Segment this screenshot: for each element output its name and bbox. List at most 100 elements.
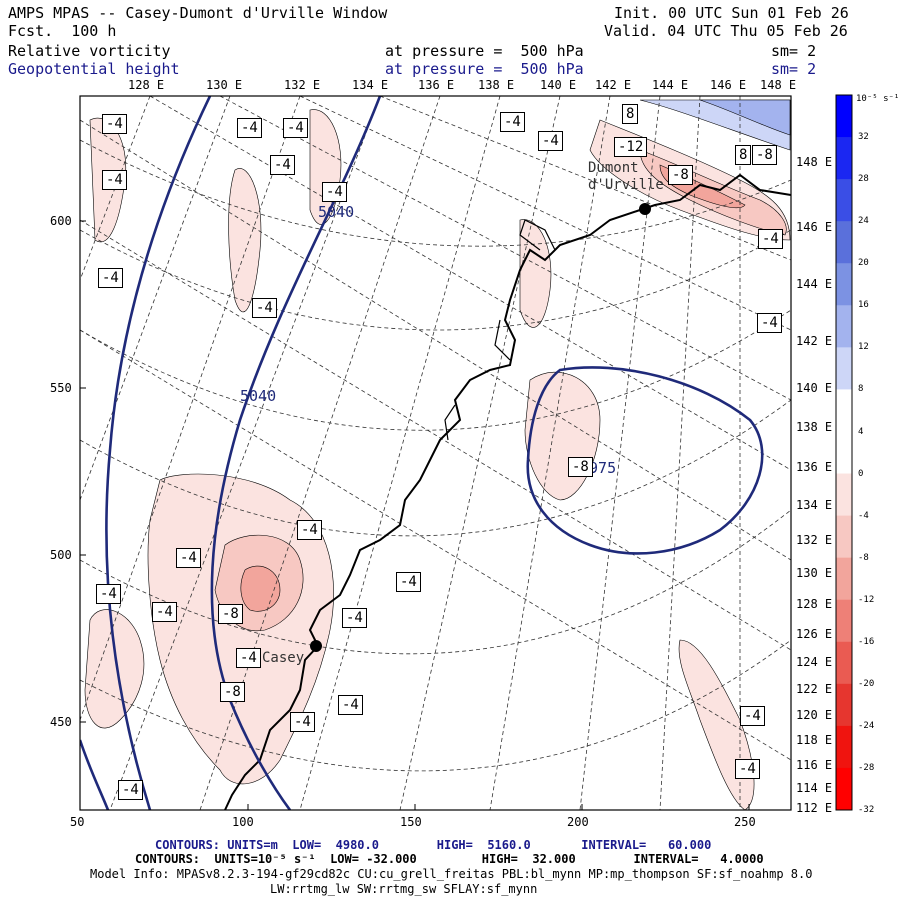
vorticity-contour-label: -8 xyxy=(220,682,245,702)
forecast-hour: Fcst. 100 h xyxy=(8,22,117,40)
top-longitude-label: 146 E xyxy=(710,78,747,92)
footer-height-contours: CONTOURS: UNITS=m LOW= 4980.0 HIGH= 5160… xyxy=(155,838,712,852)
casey-marker xyxy=(310,640,322,652)
colorbar-segment xyxy=(836,683,852,727)
colorbar-frame xyxy=(835,94,853,811)
x-tick-label: 150 xyxy=(400,815,422,829)
field1-level: at pressure = 500 hPa xyxy=(385,42,584,60)
init-time: Init. 00 UTC Sun 01 Feb 26 xyxy=(614,4,849,22)
colorbar-label: 0 xyxy=(858,468,864,479)
colorbar-segment xyxy=(836,767,852,811)
x-tick-label: 200 xyxy=(567,815,589,829)
colorbar-label: 12 xyxy=(858,342,869,353)
colorbar-label: -8 xyxy=(858,552,869,563)
y-tick-label: 500 xyxy=(50,548,72,562)
vorticity-contour-label: -4 xyxy=(396,572,421,592)
map-title: AMPS MPAS -- Casey-Dumont d'Urville Wind… xyxy=(8,4,388,22)
colorbar-segment xyxy=(836,431,852,475)
top-longitude-label: 140 E xyxy=(540,78,577,92)
top-longitude-label: 130 E xyxy=(206,78,243,92)
colorbar-segment xyxy=(836,221,852,264)
right-longitude-label: 116 E xyxy=(796,758,833,772)
colorbar-segment xyxy=(836,515,852,559)
vorticity-contour-label: -4 xyxy=(758,229,783,249)
right-longitude-label: 136 E xyxy=(796,460,833,474)
top-longitude-label: 136 E xyxy=(418,78,455,92)
colorbar-segment xyxy=(836,599,852,643)
colorbar-segment xyxy=(836,95,852,138)
x-tick-marks xyxy=(79,804,750,810)
casey-label: Casey xyxy=(262,650,305,666)
colorbar-segment xyxy=(836,725,852,769)
footer-physics-info: LW:rrtmg_lw SW:rrtmg_sw SFLAY:sf_mynn xyxy=(270,882,538,896)
colorbar-label: 16 xyxy=(858,300,869,311)
vorticity-contour-label: -4 xyxy=(322,182,347,202)
colorbar-segment xyxy=(836,557,852,601)
vorticity-contour-label: -4 xyxy=(176,548,201,568)
colorbar-segment xyxy=(836,305,852,348)
positive-vorticity-shading xyxy=(639,99,791,151)
right-longitude-label: 130 E xyxy=(796,566,833,580)
vorticity-contour-label: -8 xyxy=(568,457,593,477)
vorticity-contour-label: -4 xyxy=(102,170,127,190)
vorticity-contour-label: -4 xyxy=(538,131,563,151)
vorticity-contour-label: -4 xyxy=(342,608,367,628)
top-longitude-label: 138 E xyxy=(478,78,515,92)
colorbar xyxy=(835,94,853,811)
vorticity-contour-label: -4 xyxy=(283,118,308,138)
vorticity-contour-label: -8 xyxy=(218,604,243,624)
right-longitude-label: 124 E xyxy=(796,655,833,669)
colorbar-segment xyxy=(836,179,852,222)
colorbar-label: -12 xyxy=(858,594,875,605)
right-longitude-label: 132 E xyxy=(796,533,833,547)
height-contour-label: 5040 xyxy=(318,203,355,221)
vorticity-contour-label: -4 xyxy=(237,118,262,138)
colorbar-label: 4 xyxy=(858,426,864,437)
top-longitude-label: 144 E xyxy=(652,78,689,92)
y-tick-label: 550 xyxy=(50,381,72,395)
vorticity-contour-label: -4 xyxy=(338,695,363,715)
colorbar-segment xyxy=(836,641,852,685)
right-longitude-label: 148 E xyxy=(796,155,833,169)
x-tick-label: 50 xyxy=(70,815,85,829)
colorbar-label: -16 xyxy=(858,636,875,647)
vorticity-contour-label: -12 xyxy=(614,137,648,157)
lat-lon-grid xyxy=(80,96,791,810)
vorticity-contour-label: -8 xyxy=(752,145,777,165)
footer-model-info: Model Info: MPASv8.2.3-194-gf29cd82c CU:… xyxy=(90,867,813,881)
vorticity-contour-label: -4 xyxy=(270,155,295,175)
colorbar-label: 28 xyxy=(858,174,869,185)
field2-level: at pressure = 500 hPa xyxy=(385,60,584,78)
top-longitude-label: 142 E xyxy=(595,78,632,92)
y-tick-marks xyxy=(80,220,86,723)
vorticity-contour-label: -4 xyxy=(252,298,277,318)
colorbar-label: 20 xyxy=(858,258,869,269)
colorbar-segment xyxy=(836,137,852,180)
geopotential-contours xyxy=(80,96,764,810)
colorbar-segment xyxy=(836,347,852,390)
right-longitude-label: 134 E xyxy=(796,498,833,512)
colorbar-label: -20 xyxy=(858,678,875,689)
colorbar-label: 8 xyxy=(858,384,864,395)
vorticity-shading xyxy=(84,109,791,810)
x-tick-label: 250 xyxy=(734,815,756,829)
field1-smoothing: sm= 2 xyxy=(771,42,817,60)
vorticity-contour-label: -4 xyxy=(118,780,143,800)
height-contour-label: 5040 xyxy=(240,387,277,405)
colorbar-segment xyxy=(836,263,852,306)
right-longitude-label: 140 E xyxy=(796,381,833,395)
right-longitude-label: 138 E xyxy=(796,420,833,434)
right-longitude-label: 118 E xyxy=(796,733,833,747)
vorticity-contour-label: -4 xyxy=(500,112,525,132)
top-longitude-label: 132 E xyxy=(284,78,321,92)
y-tick-label: 600 xyxy=(50,214,72,228)
dumont-durville-label: Dumont d'Urville xyxy=(588,160,664,193)
coastline-inner xyxy=(444,219,556,441)
vorticity-contour-label: -4 xyxy=(236,648,261,668)
vorticity-contour-label: -4 xyxy=(290,712,315,732)
vorticity-contour-label: -8 xyxy=(668,165,693,185)
right-longitude-label: 142 E xyxy=(796,334,833,348)
field1-name: Relative vorticity xyxy=(8,42,171,60)
colorbar-label: -4 xyxy=(858,510,869,521)
